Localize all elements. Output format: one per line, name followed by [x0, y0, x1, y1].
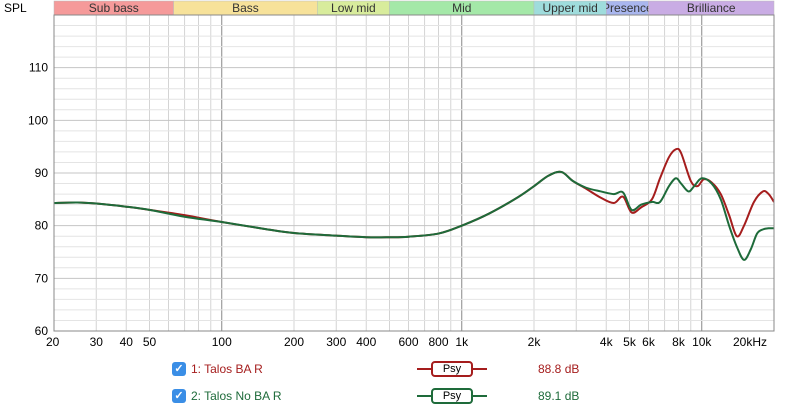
x-tick-label: 2k — [528, 335, 542, 349]
x-tick-label: 300 — [326, 335, 346, 349]
band-label: Brilliance — [687, 1, 736, 15]
band-label: Upper mid — [542, 1, 597, 15]
band-label: Presence — [602, 1, 653, 15]
x-tick-label: 40 — [120, 335, 134, 349]
x-tick-label: 400 — [356, 335, 376, 349]
x-tick-label: 200 — [284, 335, 304, 349]
x-tick-label: 10k — [692, 335, 712, 349]
band-label: Bass — [232, 1, 259, 15]
series-1-psy-control[interactable]: Psy — [417, 359, 487, 379]
x-tick-label: 800 — [428, 335, 448, 349]
x-tick-label: 1k — [455, 335, 469, 349]
x-tick-label: 30 — [90, 335, 104, 349]
series-1-checkbox[interactable] — [172, 362, 186, 376]
y-tick-label: 60 — [35, 324, 49, 338]
legend-entry-2: 2: Talos No BA R — [172, 386, 282, 406]
x-tick-label: 50 — [143, 335, 157, 349]
series-2-psy-control[interactable]: Psy — [417, 386, 487, 406]
band-label: Sub bass — [89, 1, 139, 15]
y-tick-label: 80 — [35, 219, 49, 233]
x-tick-label: 5k — [623, 335, 637, 349]
x-axis-ticks: 20 30 40 50 100 200 300 400 600 800 1k 2k 4k 5k 6k 8k 10… — [46, 335, 767, 349]
x-tick-label: 4k — [600, 335, 614, 349]
y-axis-label: SPL — [4, 1, 27, 15]
band-label: Low mid — [331, 1, 376, 15]
x-tick-label: 600 — [398, 335, 418, 349]
y-tick-label: 90 — [35, 166, 49, 180]
series-1-label: 1: Talos BA R — [191, 362, 263, 376]
plot-border — [53, 14, 775, 332]
series-2-label: 2: Talos No BA R — [191, 389, 282, 403]
series-lines — [54, 147, 774, 261]
frequency-bands: Sub bass Bass Low mid Mid Upper mid Presence B… — [53, 0, 775, 16]
legend-entry-1: 1: Talos BA R — [172, 359, 263, 379]
series-2-psy-button[interactable]: Psy — [431, 388, 473, 404]
series-2-checkbox[interactable] — [172, 389, 186, 403]
y-tick-label: 70 — [35, 271, 49, 285]
x-tick-label: 8k — [672, 335, 686, 349]
y-axis-ticks: 60 70 80 90 100 110 — [28, 61, 48, 338]
series-1-psy-button[interactable]: Psy — [431, 361, 473, 377]
series-2-line — [54, 170, 774, 261]
x-tick-label: 20 — [46, 335, 60, 349]
x-tick-label: 100 — [212, 335, 232, 349]
x-tick-label: 20kHz — [733, 335, 767, 349]
frequency-response-chart: Sub bass Bass Low mid Mid Upper mid Presence B… — [4, 0, 775, 349]
band-label: Mid — [452, 1, 471, 15]
series-2-value: 89.1 dB — [538, 389, 580, 403]
x-tick-label: 6k — [642, 335, 656, 349]
y-tick-label: 100 — [28, 113, 48, 127]
y-tick-label: 110 — [29, 61, 48, 75]
series-1-value: 88.8 dB — [538, 362, 580, 376]
